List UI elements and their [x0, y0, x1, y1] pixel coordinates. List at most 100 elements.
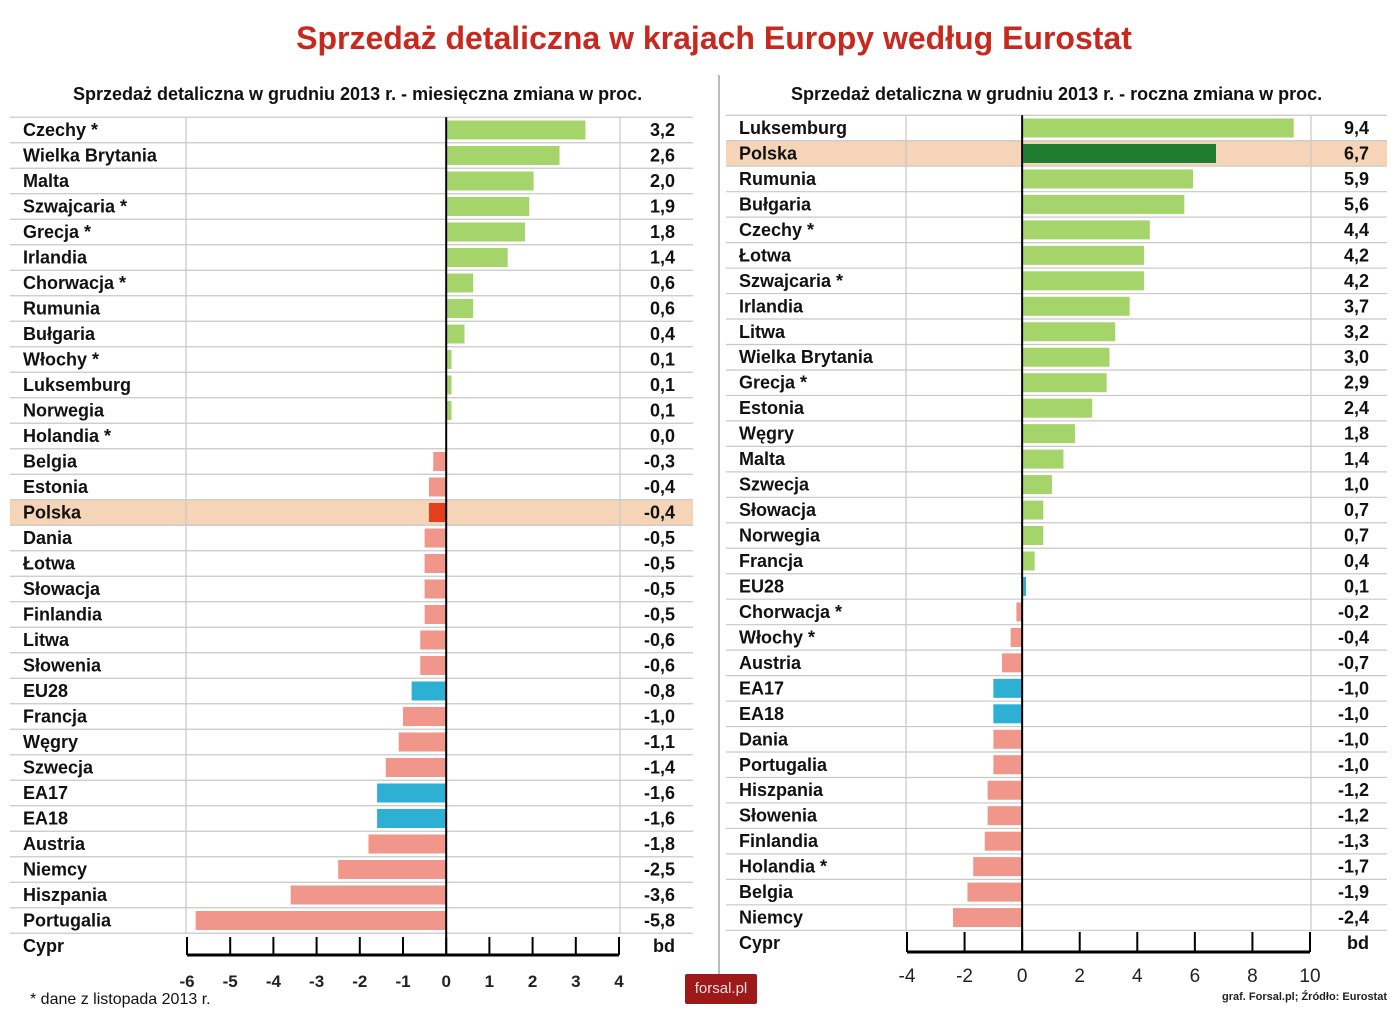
right-bar: [1023, 373, 1107, 393]
left-category-label: Czechy *: [23, 120, 98, 140]
left-category-label: Francja: [23, 707, 88, 727]
left-bar: [433, 452, 447, 471]
left-value-label: 0,1: [650, 375, 675, 395]
right-bar: [1023, 500, 1044, 520]
left-bar: [447, 299, 474, 318]
right-category-label: EA18: [739, 704, 784, 724]
forsal-logo[interactable]: forsal.pl: [685, 974, 757, 1004]
left-value-label: -2,5: [644, 860, 675, 880]
right-category-label: Polska: [739, 143, 798, 163]
right-bar: [987, 806, 1023, 826]
right-category-label: Irlandia: [739, 296, 804, 316]
left-bar: [411, 681, 447, 701]
left-bar: [428, 503, 447, 522]
left-value-label: 1,4: [650, 248, 675, 268]
left-category-label: Holandia *: [23, 426, 111, 446]
right-value-label: -1,0: [1338, 755, 1369, 775]
left-value-label: -3,6: [644, 885, 675, 905]
right-bar: [1023, 322, 1116, 342]
left-category-label: Austria: [23, 834, 86, 854]
right-value-label: 9,4: [1344, 118, 1369, 138]
right-value-label: 3,0: [1344, 347, 1369, 367]
right-value-label: -1,9: [1338, 882, 1369, 902]
left-category-label: Finlandia: [23, 605, 103, 625]
left-value-label: 0,1: [650, 350, 675, 370]
left-bar: [447, 324, 465, 344]
left-value-label: -0,5: [644, 605, 675, 625]
left-category-label: Niemcy: [23, 860, 87, 880]
left-value-label: -0,4: [644, 477, 675, 497]
right-value-label: 1,8: [1344, 424, 1369, 444]
right-bar: [967, 882, 1023, 902]
left-value-label: 0,0: [650, 426, 675, 446]
left-category-label: Luksemburg: [23, 375, 131, 395]
right-bar: [1023, 245, 1145, 265]
left-bar: [290, 885, 447, 905]
left-category-label: Belgia: [23, 452, 78, 472]
left-category-label: Węgry: [23, 732, 78, 752]
left-bar: [447, 248, 508, 267]
left-category-label: Malta: [23, 171, 70, 191]
right-bar: [1010, 627, 1023, 647]
right-bar: [1023, 551, 1035, 571]
left-category-label: Estonia: [23, 477, 89, 497]
left-tick-label: 4: [614, 972, 624, 991]
left-tick-label: -6: [179, 972, 194, 991]
left-tick-label: -2: [352, 972, 367, 991]
right-category-label: Estonia: [739, 398, 805, 418]
right-value-label: 1,0: [1344, 475, 1369, 495]
right-category-label: EA17: [739, 678, 784, 698]
right-bar: [993, 755, 1023, 775]
right-value-label: 0,1: [1344, 576, 1369, 596]
left-bar: [424, 528, 447, 548]
left-bar: [428, 477, 447, 497]
right-category-label: EU28: [739, 576, 784, 596]
left-category-label: Irlandia: [23, 248, 88, 268]
left-bar: [424, 605, 447, 624]
left-bar: [420, 656, 447, 675]
left-value-label: 1,9: [650, 197, 675, 217]
left-value-label: -1,6: [644, 809, 675, 829]
right-bar: [973, 857, 1023, 877]
right-value-label: 2,4: [1344, 398, 1369, 418]
right-value-label: 5,9: [1344, 169, 1369, 189]
right-category-label: Rumunia: [739, 169, 817, 189]
left-bar: [447, 171, 534, 191]
right-category-label: Norwegia: [739, 526, 821, 546]
left-category-label: EA18: [23, 809, 68, 829]
right-value-label: -0,2: [1338, 602, 1369, 622]
right-bar: [1023, 296, 1130, 316]
left-category-label: Portugalia: [23, 911, 112, 931]
left-value-label: 0,6: [650, 273, 675, 293]
right-category-label: Szwajcaria *: [739, 271, 843, 291]
right-category-label: Belgia: [739, 882, 794, 902]
left-category-label: Litwa: [23, 630, 70, 650]
left-value-label: 0,6: [650, 299, 675, 319]
left-category-label: Łotwa: [23, 554, 76, 574]
right-category-label: Węgry: [739, 424, 794, 444]
right-value-label: 5,6: [1344, 194, 1369, 214]
divider: [718, 75, 720, 990]
right-category-label: Szwecja: [739, 475, 810, 495]
right-bar: [993, 729, 1023, 749]
right-value-label: -2,4: [1338, 908, 1369, 928]
right-tick-label: 10: [1299, 966, 1320, 987]
left-value-label: 0,4: [650, 324, 675, 344]
left-bar: [377, 783, 447, 803]
right-category-label: Chorwacja *: [739, 602, 842, 622]
right-value-label: -1,0: [1338, 729, 1369, 749]
right-bar: [1023, 220, 1150, 240]
right-category-label: Czechy *: [739, 220, 814, 240]
left-category-label: Polska: [23, 503, 82, 523]
left-value-label: -1,1: [644, 732, 675, 752]
footnote: * dane z listopada 2013 r.: [30, 991, 211, 1008]
left-chart-title: Sprzedaż detaliczna w grudniu 2013 r. - …: [73, 84, 643, 104]
left-category-label: Słowacja: [23, 579, 101, 599]
left-bar: [447, 350, 452, 369]
left-category-label: Grecja *: [23, 222, 91, 242]
right-category-label: Malta: [739, 449, 786, 469]
right-value-label: -0,7: [1338, 653, 1369, 673]
right-value-label: 2,9: [1344, 373, 1369, 393]
right-value-label: 1,4: [1344, 449, 1369, 469]
right-value-label: 3,2: [1344, 322, 1369, 342]
